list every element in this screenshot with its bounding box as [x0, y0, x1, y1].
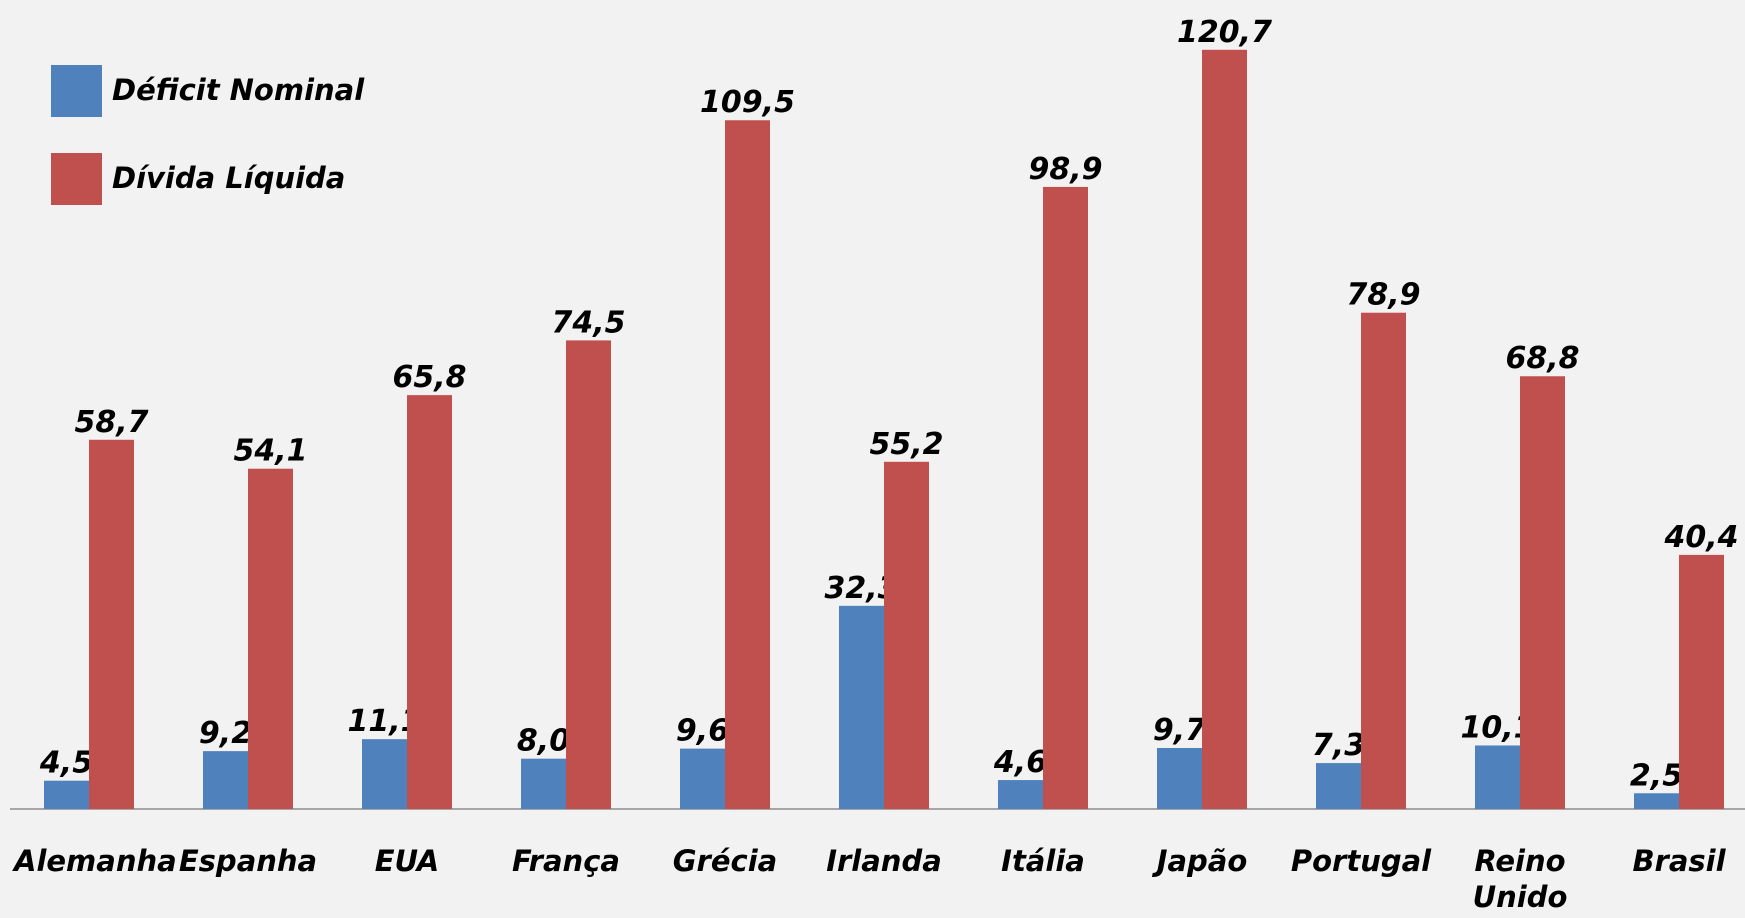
legend-label: Dívida Líquida	[112, 161, 345, 195]
x-tick-label: Brasil	[1632, 844, 1726, 878]
bar	[725, 120, 770, 810]
x-tick-label: Irlanda	[826, 844, 942, 878]
x-tick-label: Portugal	[1290, 844, 1432, 878]
value-label: 8,0	[517, 724, 570, 759]
value-label: 78,9	[1346, 278, 1420, 313]
legend-swatch	[51, 153, 102, 205]
bar	[521, 758, 566, 809]
bar	[1679, 554, 1724, 809]
value-label: 9,7	[1153, 713, 1206, 748]
bar	[203, 751, 248, 809]
bar	[1475, 745, 1520, 809]
bar	[1202, 49, 1247, 810]
value-label: 58,7	[74, 405, 148, 440]
value-label: 40,4	[1663, 520, 1738, 555]
x-tick-label: Reino Unido	[1472, 844, 1568, 914]
value-label: 55,2	[869, 427, 943, 462]
bar	[44, 780, 89, 809]
x-tick-label: Japão	[1156, 844, 1248, 878]
value-label: 7,3	[1312, 728, 1365, 763]
value-label: 109,5	[700, 85, 795, 120]
bar	[839, 605, 884, 809]
value-label: 4,5	[39, 746, 93, 781]
bar	[1043, 186, 1088, 809]
x-tick-label: Alemanha	[14, 844, 177, 878]
value-label: 68,8	[1505, 341, 1579, 376]
value-label: 9,6	[676, 714, 729, 749]
value-label: 9,2	[199, 716, 252, 751]
bar	[89, 439, 134, 809]
bar	[1520, 376, 1565, 809]
x-tick-label: Espanha	[178, 844, 318, 878]
bar	[1361, 312, 1406, 809]
bar	[998, 780, 1043, 809]
legend-label: Déficit Nominal	[112, 73, 365, 107]
x-tick-label: Itália	[1001, 844, 1085, 878]
value-label: 120,7	[1177, 15, 1272, 50]
bar	[407, 395, 452, 809]
legend-swatch	[51, 65, 102, 117]
bar	[362, 739, 407, 809]
bar	[566, 340, 611, 809]
bar	[1157, 747, 1202, 809]
bar	[680, 748, 725, 809]
bar	[1316, 763, 1361, 809]
bar	[1634, 793, 1679, 809]
x-tick-label: EUA	[374, 844, 440, 878]
value-label: 54,1	[233, 434, 307, 469]
value-label: 98,9	[1028, 152, 1102, 187]
x-tick-label: Grécia	[672, 844, 778, 878]
value-label: 65,8	[392, 360, 466, 395]
value-label: 4,6	[993, 745, 1047, 780]
value-label: 2,5	[1630, 758, 1683, 793]
x-tick-label: França	[512, 844, 620, 878]
bar	[884, 461, 929, 809]
value-label: 74,5	[551, 305, 625, 340]
bar	[248, 468, 293, 809]
